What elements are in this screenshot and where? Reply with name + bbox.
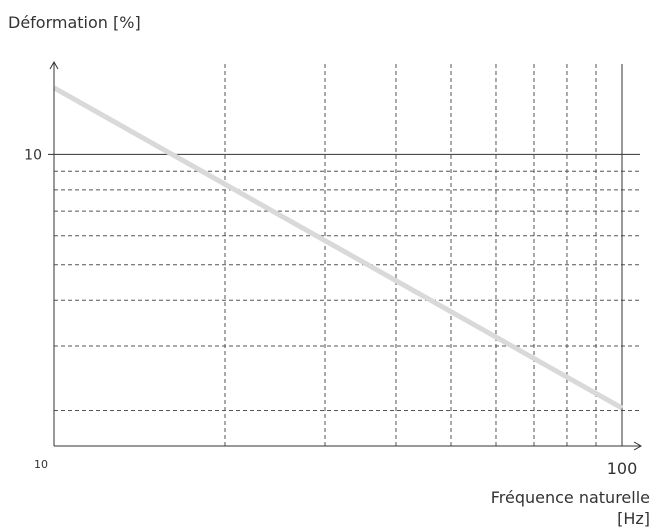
tick-labels: 10 100 10: [24, 147, 637, 478]
x-axis-arrow: [633, 441, 643, 451]
y-axis-arrow: [49, 60, 59, 70]
series-line-0: [52, 85, 624, 411]
x-axis-unit-label: [Hz]: [617, 509, 650, 528]
series-layer: [52, 85, 624, 411]
axes: [49, 60, 643, 451]
x-tick-label-100: 100: [607, 459, 638, 478]
grid: [48, 64, 640, 446]
y-tick-label-10: 10: [24, 147, 42, 163]
x-tick-label-10: 10: [34, 458, 48, 471]
y-axis-label: Déformation [%]: [8, 13, 141, 32]
x-axis-label: Fréquence naturelle: [491, 488, 650, 507]
